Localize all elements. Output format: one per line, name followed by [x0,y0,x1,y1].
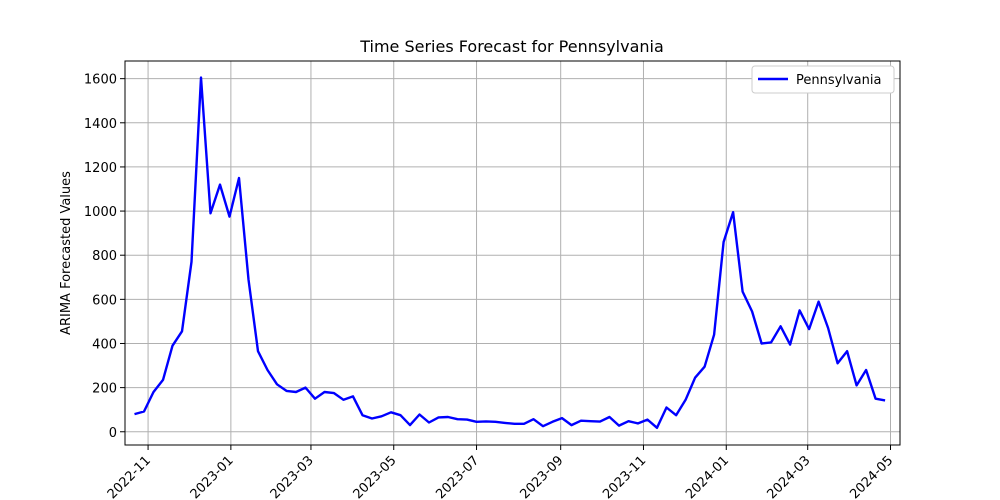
y-tick-label: 1400 [84,117,117,132]
y-axis-label: ARIMA Forecasted Values [59,171,74,335]
grid [125,61,900,445]
legend-box [751,65,895,94]
y-tick-label: 200 [92,382,117,397]
plot-frame [124,60,901,446]
y-tick-label: 600 [92,293,117,308]
legend-entry-pennsylvania: Pennsylvania [796,73,881,88]
series-layer [134,76,886,429]
chart-title: Time Series Forecast for Pennsylvania [359,37,664,56]
y-tick-label: 0 [109,426,117,441]
y-tick-label: 1200 [84,161,117,176]
y-tick-label: 1600 [84,73,117,88]
legend: Pennsylvania [751,65,895,94]
y-axis: 0 200 400 600 800 1000 1200 1400 1600 [84,73,125,441]
y-tick-label: 800 [92,249,117,264]
y-tick-label: 1000 [84,205,117,220]
y-tick-label: 400 [92,337,117,352]
series-line-pennsylvania [134,76,886,429]
